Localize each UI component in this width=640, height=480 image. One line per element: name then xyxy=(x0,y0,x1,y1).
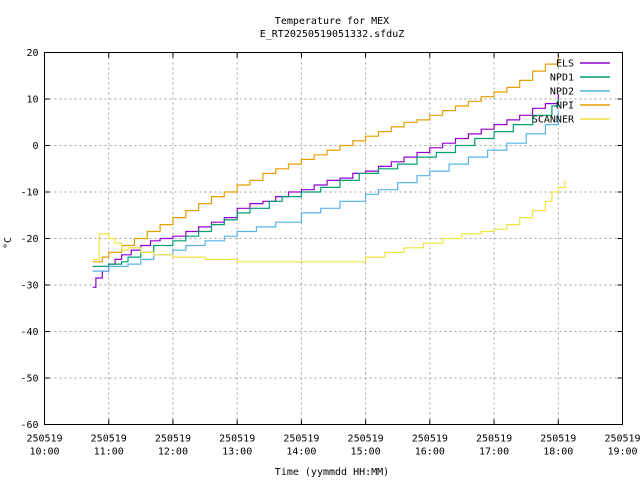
x-tick-label-time: 13:00 xyxy=(222,447,252,458)
legend-label: NPI xyxy=(556,101,574,112)
y-axis-label: °C xyxy=(3,237,14,249)
x-tick-label-time: 15:00 xyxy=(351,447,381,458)
data-series xyxy=(92,54,566,288)
chart-subtitle: E_RT20250519051332.sfduZ xyxy=(260,29,405,40)
x-tick-label-time: 10:00 xyxy=(29,447,59,458)
x-tick-label-time: 18:00 xyxy=(543,447,573,458)
x-tick-label-time: 12:00 xyxy=(158,447,188,458)
x-tick-label-date: 250519 xyxy=(348,434,384,445)
series-line-npd1 xyxy=(92,99,559,267)
x-tick-label-date: 250519 xyxy=(26,434,62,445)
y-tick-label: -30 xyxy=(20,281,38,292)
x-tick-label-date: 250519 xyxy=(219,434,255,445)
legend-label: NPD1 xyxy=(550,73,574,84)
x-tick-label-date: 250519 xyxy=(91,434,127,445)
legend: ELS NPD1 NPD2 NPI SCANNER xyxy=(532,59,610,126)
legend-label: ELS xyxy=(556,59,574,70)
x-tick-label-date: 250519 xyxy=(283,434,319,445)
series-line-scanner xyxy=(92,180,566,263)
y-tick-label: -50 xyxy=(20,374,38,385)
x-tick-label-time: 16:00 xyxy=(415,447,445,458)
x-tick-label-date: 250519 xyxy=(540,434,576,445)
x-tick-label-date: 250519 xyxy=(476,434,512,445)
y-tick-label: 0 xyxy=(32,141,38,152)
series-line-npd2 xyxy=(92,110,559,272)
x-tick-label-time: 11:00 xyxy=(94,447,124,458)
series-line-npi xyxy=(92,54,559,263)
legend-label: NPD2 xyxy=(550,87,574,98)
chart-title: Temperature for MEX xyxy=(275,16,389,27)
x-axis-label: Time (yymmdd HH:MM) xyxy=(275,467,389,478)
x-tick-label-date: 250519 xyxy=(412,434,448,445)
series-line-els xyxy=(92,94,559,288)
y-tick-label: -10 xyxy=(20,188,38,199)
x-tick-label-time: 17:00 xyxy=(479,447,509,458)
x-tick-label-time: 19:00 xyxy=(607,447,637,458)
y-tick-label: 20 xyxy=(26,48,38,59)
y-tick-label: -20 xyxy=(20,234,38,245)
y-tick-label: 10 xyxy=(26,95,38,106)
x-tick-label-date: 250519 xyxy=(604,434,640,445)
x-tick-label-date: 250519 xyxy=(155,434,191,445)
y-tick-label: -40 xyxy=(20,327,38,338)
legend-label: SCANNER xyxy=(532,115,575,126)
axis-ticks: 20 10 0 -10 -20 -30 -40 -50 -60 250519 10:00 250519… xyxy=(20,48,640,458)
y-tick-label: -60 xyxy=(20,420,38,431)
x-tick-label-time: 14:00 xyxy=(286,447,316,458)
